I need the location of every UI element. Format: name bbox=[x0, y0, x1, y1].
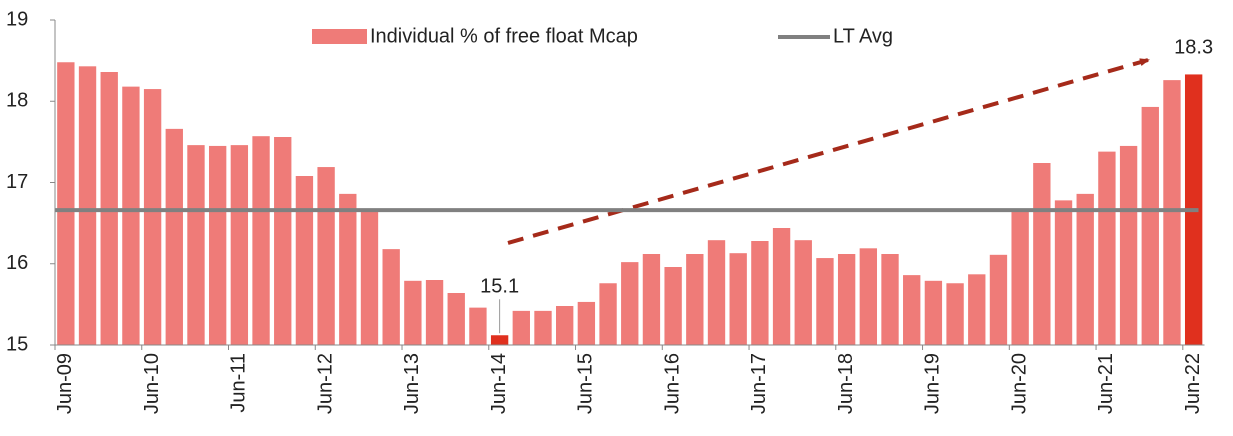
bar bbox=[903, 275, 921, 345]
bar bbox=[252, 136, 270, 345]
bar bbox=[1011, 211, 1029, 345]
bar bbox=[577, 301, 596, 345]
x-tick-label: Jun-11 bbox=[228, 353, 250, 413]
bar bbox=[946, 283, 964, 345]
bar bbox=[989, 254, 1008, 345]
x-tick-label: Jun-20 bbox=[1008, 353, 1030, 414]
bar bbox=[707, 240, 726, 345]
bar bbox=[382, 249, 400, 345]
y-tick-label: 16 bbox=[6, 252, 28, 274]
bar bbox=[317, 167, 335, 345]
bar bbox=[794, 240, 812, 345]
bar bbox=[1076, 193, 1094, 345]
x-tick-label: Jun-09 bbox=[54, 353, 76, 414]
bar bbox=[751, 241, 769, 345]
data-label: 15.1 bbox=[480, 276, 519, 298]
bar bbox=[1163, 80, 1181, 345]
bar bbox=[143, 89, 162, 345]
bar bbox=[512, 310, 530, 345]
x-tick-label: Jun-18 bbox=[835, 353, 857, 414]
bar bbox=[881, 254, 899, 345]
bar bbox=[664, 267, 682, 345]
bar bbox=[556, 306, 574, 345]
bar bbox=[686, 254, 704, 345]
bar bbox=[729, 253, 747, 345]
bar bbox=[490, 335, 509, 345]
bar bbox=[1119, 145, 1138, 345]
x-tick-label: Jun-15 bbox=[575, 353, 597, 414]
bar bbox=[360, 210, 379, 345]
legend-swatch bbox=[312, 29, 367, 44]
trend-arrow bbox=[507, 58, 1150, 245]
y-tick-label: 18 bbox=[6, 90, 28, 112]
bar bbox=[57, 62, 75, 345]
bar bbox=[447, 293, 465, 345]
bar bbox=[1054, 200, 1073, 345]
bar bbox=[425, 280, 444, 345]
x-tick-label: Jun-13 bbox=[401, 353, 423, 414]
legend-label: Individual % of free float Mcap bbox=[370, 25, 638, 47]
bar bbox=[968, 274, 986, 345]
y-tick-label: 17 bbox=[6, 171, 28, 193]
bar bbox=[859, 248, 878, 345]
x-tick-label: Jun-22 bbox=[1182, 353, 1204, 414]
bar bbox=[772, 228, 791, 345]
x-tick-label: Jun-17 bbox=[748, 353, 770, 414]
bar bbox=[187, 145, 205, 345]
x-tick-label: Jun-14 bbox=[488, 353, 510, 414]
data-label: 18.3 bbox=[1174, 37, 1213, 59]
bar bbox=[208, 145, 227, 345]
bar bbox=[837, 254, 856, 345]
bar bbox=[78, 66, 97, 345]
bar bbox=[122, 86, 140, 345]
y-tick-label: 15 bbox=[6, 333, 28, 355]
bar bbox=[1098, 151, 1116, 345]
x-tick-label: Jun-10 bbox=[141, 353, 163, 414]
x-tick-label: Jun-12 bbox=[314, 353, 336, 414]
bar bbox=[534, 310, 552, 345]
x-tick-label: Jun-21 bbox=[1095, 353, 1117, 414]
bar bbox=[599, 283, 617, 345]
bar bbox=[1141, 106, 1159, 345]
bar bbox=[230, 145, 249, 345]
bar bbox=[1033, 163, 1051, 345]
bar bbox=[165, 128, 183, 345]
bar bbox=[642, 254, 661, 345]
legend-label: LT Avg bbox=[833, 25, 893, 47]
y-tick-label: 19 bbox=[6, 8, 28, 30]
bar bbox=[404, 280, 422, 345]
bar bbox=[295, 176, 314, 345]
bar bbox=[816, 258, 834, 345]
bar bbox=[924, 280, 943, 345]
x-tick-label: Jun-16 bbox=[661, 353, 683, 414]
x-tick-label: Jun-19 bbox=[922, 353, 944, 414]
bar bbox=[469, 307, 487, 345]
bar bbox=[621, 262, 639, 345]
bar bbox=[274, 137, 292, 345]
bar bbox=[339, 193, 357, 345]
